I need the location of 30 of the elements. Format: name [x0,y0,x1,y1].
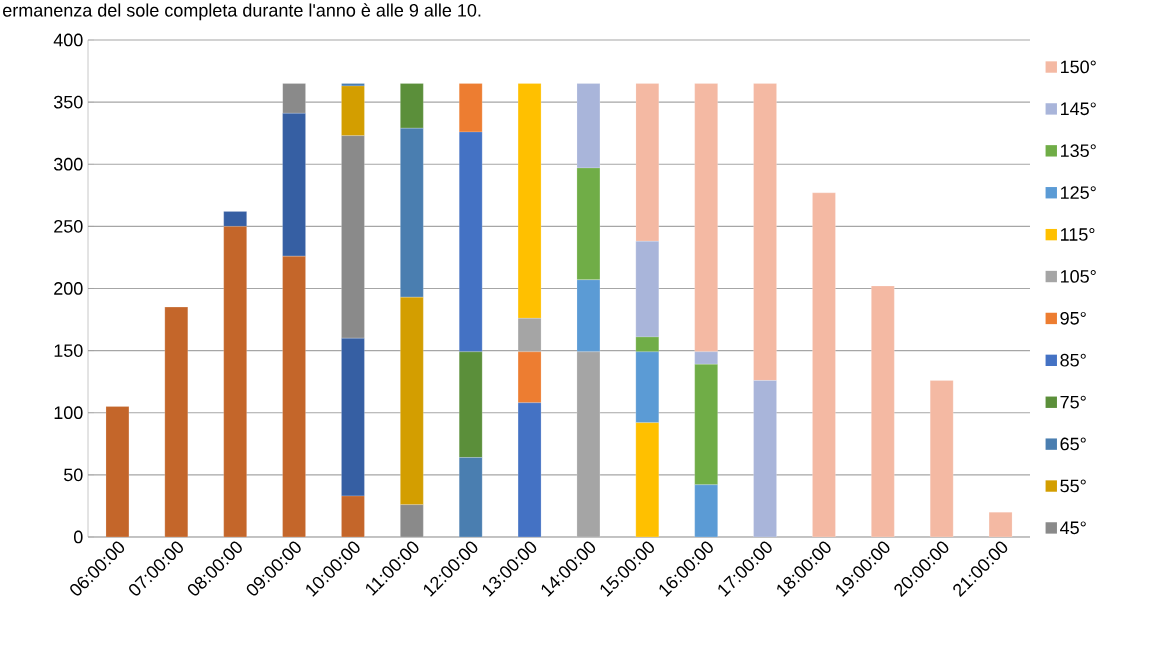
legend-label: 105° [1061,270,1096,283]
legend-label: 115° [1061,228,1095,241]
y-tick-label: 400 [53,33,83,47]
legend-label: 85° [1060,353,1086,367]
y-tick-label: 300 [53,157,83,171]
chart-title: ermanenza del sole completa durante l'anno è alle 9 alle 10. [3,3,481,21]
y-tick-label: 100 [54,406,83,420]
legend-label: 55° [1060,479,1086,493]
y-tick-label: 200 [54,282,83,295]
bar [164,307,188,537]
bar [988,512,1013,537]
bar [105,406,130,537]
bar [576,279,601,352]
legend-label: 135° [1061,144,1096,158]
legend-label: 65° [1060,437,1086,451]
bar [635,351,659,423]
y-tick-label: 250 [54,219,83,233]
legend-label: 145° [1061,102,1096,116]
legend-label: 95° [1060,311,1086,325]
bar [930,380,954,537]
y-tick-label: 50 [63,468,83,482]
bar [812,192,836,537]
bar [871,285,895,537]
y-tick-label: 150 [54,344,83,357]
y-tick-label: 350 [53,95,83,109]
legend-label: 150° [1061,60,1096,74]
legend-label: 45° [1060,521,1086,535]
legend-label: 75° [1060,395,1086,409]
bar [694,484,718,537]
legend-label: 125° [1061,186,1096,199]
